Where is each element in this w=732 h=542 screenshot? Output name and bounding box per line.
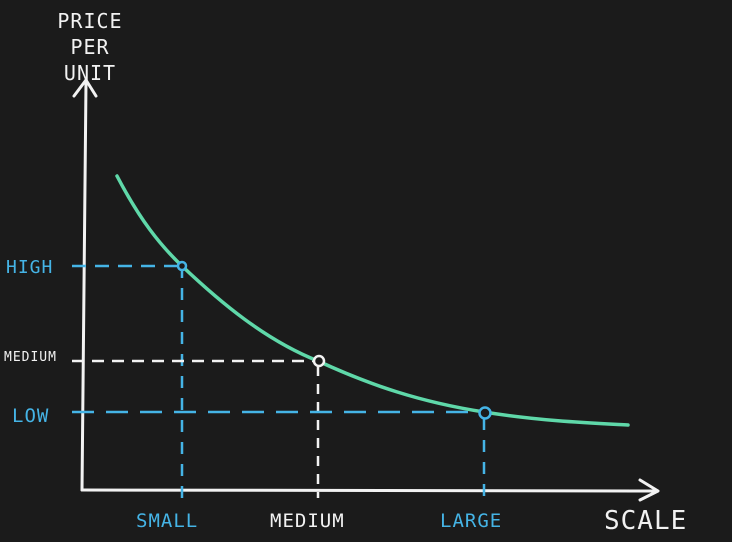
y-axis-arrowhead bbox=[72, 78, 98, 98]
x-tick-large: LARGE bbox=[440, 510, 503, 532]
point-medium bbox=[312, 354, 326, 368]
point-large-low bbox=[478, 406, 492, 420]
point-small-high bbox=[176, 260, 188, 272]
y-tick-high: HIGH bbox=[6, 257, 54, 278]
x-axis bbox=[80, 488, 658, 493]
y-axis-label-text: PRICE PER UNIT bbox=[57, 9, 123, 85]
x-tick-medium: MEDIUM bbox=[270, 510, 345, 532]
x-axis-label: SCALE bbox=[604, 506, 688, 536]
x-tick-small: SMALL bbox=[136, 510, 199, 532]
price-curve bbox=[115, 174, 630, 427]
y-axis-label: PRICE PER UNIT bbox=[40, 8, 140, 86]
y-axis bbox=[80, 80, 88, 492]
x-axis-arrowhead bbox=[638, 478, 660, 502]
y-tick-low: LOW bbox=[12, 405, 50, 427]
y-tick-medium: MEDIUM bbox=[4, 350, 57, 365]
